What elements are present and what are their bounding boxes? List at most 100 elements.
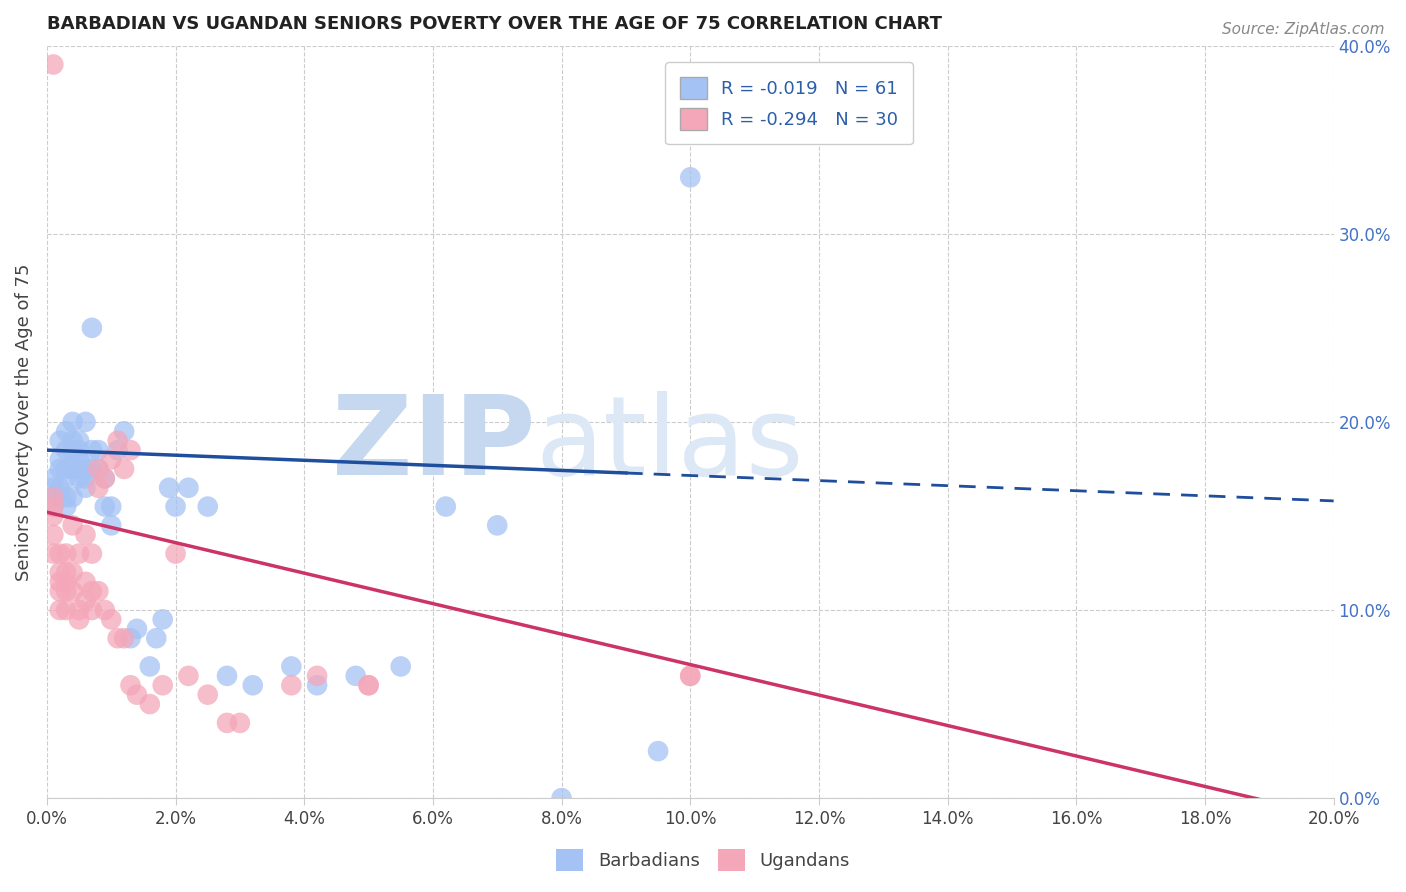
Point <box>80 321 103 335</box>
Point <box>280 659 302 673</box>
Point <box>42 481 65 495</box>
Point <box>215 669 238 683</box>
Point <box>75 481 97 495</box>
Point <box>87 481 110 495</box>
Point <box>550 791 572 805</box>
Point <box>42 500 65 514</box>
Point <box>42 508 65 523</box>
Point <box>177 481 200 495</box>
Point <box>42 528 65 542</box>
Point <box>157 481 180 495</box>
Point <box>67 612 90 626</box>
Point <box>107 443 129 458</box>
Point <box>75 415 97 429</box>
Point <box>67 547 90 561</box>
Point <box>49 547 72 561</box>
Point <box>242 678 264 692</box>
Point <box>49 434 72 448</box>
Point <box>62 566 84 580</box>
Point <box>145 632 167 646</box>
Point <box>197 500 219 514</box>
Point <box>75 593 97 607</box>
Point <box>94 471 117 485</box>
Point <box>49 574 72 589</box>
Point <box>62 584 84 599</box>
Point <box>67 434 90 448</box>
Point <box>357 678 380 692</box>
Point <box>75 574 97 589</box>
Point <box>679 669 702 683</box>
Point <box>55 500 77 514</box>
Point <box>357 678 380 692</box>
Text: BARBADIAN VS UGANDAN SENIORS POVERTY OVER THE AGE OF 75 CORRELATION CHART: BARBADIAN VS UGANDAN SENIORS POVERTY OVE… <box>46 15 942 33</box>
Point <box>197 688 219 702</box>
Legend: Barbadians, Ugandans: Barbadians, Ugandans <box>550 842 856 879</box>
Point <box>55 425 77 439</box>
Point <box>486 518 509 533</box>
Point <box>107 434 129 448</box>
Point <box>229 715 252 730</box>
Point <box>125 688 148 702</box>
Y-axis label: Seniors Poverty Over the Age of 75: Seniors Poverty Over the Age of 75 <box>15 263 32 581</box>
Point <box>280 678 302 692</box>
Point <box>49 462 72 476</box>
Point <box>87 443 110 458</box>
Point <box>55 490 77 504</box>
Point <box>55 547 77 561</box>
Point <box>42 547 65 561</box>
Point <box>62 518 84 533</box>
Text: atlas: atlas <box>536 391 804 498</box>
Point <box>49 452 72 467</box>
Point <box>307 678 329 692</box>
Point <box>80 443 103 458</box>
Point <box>177 669 200 683</box>
Point <box>42 57 65 71</box>
Point <box>75 528 97 542</box>
Text: Source: ZipAtlas.com: Source: ZipAtlas.com <box>1222 22 1385 37</box>
Point <box>87 462 110 476</box>
Point <box>80 462 103 476</box>
Point <box>80 603 103 617</box>
Point <box>55 574 77 589</box>
Point <box>55 603 77 617</box>
Point <box>94 603 117 617</box>
Point <box>62 443 84 458</box>
Point <box>62 415 84 429</box>
Point <box>100 500 122 514</box>
Point <box>125 622 148 636</box>
Point <box>67 603 90 617</box>
Point <box>55 471 77 485</box>
Point <box>112 425 135 439</box>
Point <box>152 678 174 692</box>
Point <box>94 500 117 514</box>
Point <box>139 659 162 673</box>
Point <box>75 462 97 476</box>
Point <box>42 490 65 504</box>
Point <box>42 490 65 504</box>
Point <box>165 500 187 514</box>
Point <box>152 612 174 626</box>
Point <box>87 584 110 599</box>
Legend: R = -0.019   N = 61, R = -0.294   N = 30: R = -0.019 N = 61, R = -0.294 N = 30 <box>665 62 912 145</box>
Point <box>389 659 412 673</box>
Point <box>100 452 122 467</box>
Point <box>75 471 97 485</box>
Point <box>55 566 77 580</box>
Point <box>80 547 103 561</box>
Point <box>80 584 103 599</box>
Point <box>120 678 142 692</box>
Point <box>67 452 90 467</box>
Point <box>107 632 129 646</box>
Point <box>112 632 135 646</box>
Point <box>42 500 65 514</box>
Point <box>165 547 187 561</box>
Point <box>55 584 77 599</box>
Point <box>49 566 72 580</box>
Point <box>647 744 669 758</box>
Point <box>42 471 65 485</box>
Point <box>215 715 238 730</box>
Point <box>67 443 90 458</box>
Point <box>55 443 77 458</box>
Point <box>139 697 162 711</box>
Point <box>87 462 110 476</box>
